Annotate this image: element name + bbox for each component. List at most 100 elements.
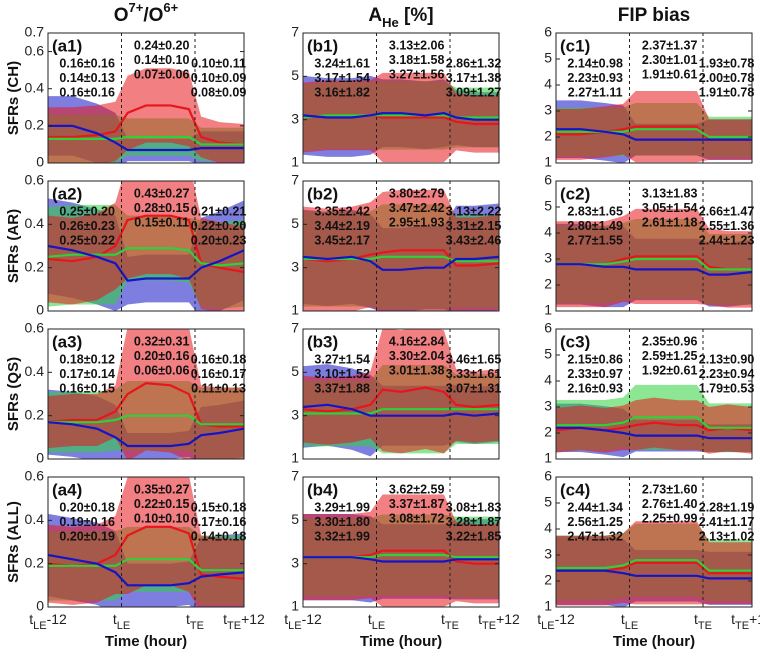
phase-stat: 2.23±0.94 [699,367,755,381]
x-tick-label: tTE [186,611,204,632]
tick-sub: TE [482,620,496,632]
phase-stat: 0.08±0.09 [191,85,247,99]
phase-stat: 0.10±0.10 [134,511,190,525]
column-title: O7+/O6+ [114,0,179,26]
data-line [48,558,244,572]
phase-stat: 2.56±1.25 [567,515,623,529]
phase-stat: 1.93±0.78 [699,56,755,70]
panel-label: (b3) [307,332,338,351]
phase-stat: 0.20±0.18 [59,500,115,514]
data-line [48,124,244,152]
tick-part: -12 [47,611,67,627]
y-tick-label: 6 [544,468,552,484]
data-line [303,386,499,413]
phase-stat: 3.13±1.83 [642,186,698,200]
phase-stat: 3.27±1.54 [314,352,370,366]
tick-sub: LE [625,620,638,632]
data-line [556,426,752,440]
y-tick-label: 6 [544,24,552,40]
title-part: /O [143,5,163,26]
phase-stat: 0.16±0.16 [59,85,115,99]
y-tick-label: 0 [36,302,44,318]
phase-stat: 0.18±0.12 [59,352,115,366]
y-tick-label: 7 [291,320,299,336]
phase-stat: 0.10±0.09 [191,71,247,85]
phase-stat: 2.33±0.97 [567,367,623,381]
phase-stat: 0.24±0.20 [134,38,190,52]
panel-frame [302,32,500,164]
phase-stat: 3.80±2.79 [389,186,445,200]
column-title: AHe [%] [368,5,433,30]
x-axis-label: Time (hour) [105,633,187,650]
tick-part: +12 [749,611,760,627]
y-tick-label: 5 [544,198,552,214]
phase-stat: 1.91±0.61 [642,67,698,81]
y-tick-label: 2 [544,128,552,144]
tick-part: +12 [496,611,520,627]
phase-stat: 2.55±1.36 [699,219,755,233]
x-tick-label: tLE-12 [29,611,67,632]
x-tick-label: tLE [621,611,638,632]
phase-stat: 4.16±2.84 [389,334,445,348]
phase-stat: 3.13±2.06 [389,38,445,52]
y-tick-label: 0 [36,598,44,614]
y-tick-label: 4 [544,372,552,388]
panel-label: (b2) [307,184,338,203]
x-tick-label: tLE-12 [537,611,575,632]
phase-stat: 3.18±1.58 [389,53,445,67]
y-tick-label: 0.4 [25,79,45,95]
phase-stat: 3.28±1.87 [446,515,502,529]
phase-stat: 0.19±0.16 [59,515,115,529]
y-tick-label: 2 [544,424,552,440]
phase-stat: 0.26±0.23 [59,219,115,233]
phase-stat: 0.20±0.23 [191,233,247,247]
phase-stat: 0.35±0.27 [134,482,190,496]
tick-sub: LE [288,620,301,632]
phase-stat: 0.25±0.22 [59,233,115,247]
data-line [556,559,752,572]
phase-stat: 3.27±1.56 [389,67,445,81]
phase-stat: 2.80±1.49 [567,219,623,233]
y-tick-label: 2 [544,572,552,588]
phase-stat: 3.33±1.61 [446,367,502,381]
phase-stat: 3.46±1.65 [446,352,502,366]
y-tick-label: 1 [291,598,299,614]
row-label: SFRs (QS) [5,357,22,431]
panel-frame [302,180,500,312]
tick-part: t [441,611,445,627]
phase-stat: 2.44±1.34 [567,500,623,514]
y-tick-label: 5 [291,363,299,379]
tick-sub: LE [33,620,46,632]
phase-stat: 0.16±0.18 [191,352,247,366]
y-tick-label: 0.2 [25,554,45,570]
phase-stat: 3.37±1.87 [389,497,445,511]
phase-stat: 1.91±0.78 [699,85,755,99]
tick-sub: TE [190,620,204,632]
panel-frame [302,328,500,460]
title-part: O [114,5,129,26]
y-tick-label: 0.2 [25,117,45,133]
phase-stat: 0.14±0.10 [134,53,190,67]
phase-stat: 2.37±1.37 [642,38,698,52]
tick-part: t [621,611,625,627]
y-tick-label: 7 [291,172,299,188]
tick-sub: TE [735,620,749,632]
phase-stat: 0.32±0.31 [134,334,190,348]
panel-label: (b4) [307,480,338,499]
panel-frame [302,476,500,608]
y-tick-label: 1 [291,154,299,170]
data-line [303,255,499,271]
phase-stat: 3.29±1.99 [314,500,370,514]
phase-stat: 0.16±0.17 [191,367,247,381]
y-tick-label: 0 [36,154,44,170]
title-part: [%] [399,5,434,26]
y-tick-label: 0.2 [25,258,45,274]
x-axis-label: Time (hour) [613,633,695,650]
phase-stat: 3.01±1.38 [389,363,445,377]
data-line [556,263,752,276]
y-tick-label: 4 [544,520,552,536]
phase-stat: 3.47±2.42 [389,201,445,215]
x-tick-label: tTE+12 [223,611,265,632]
panel-label: (b1) [307,36,338,55]
data-line [303,403,499,417]
